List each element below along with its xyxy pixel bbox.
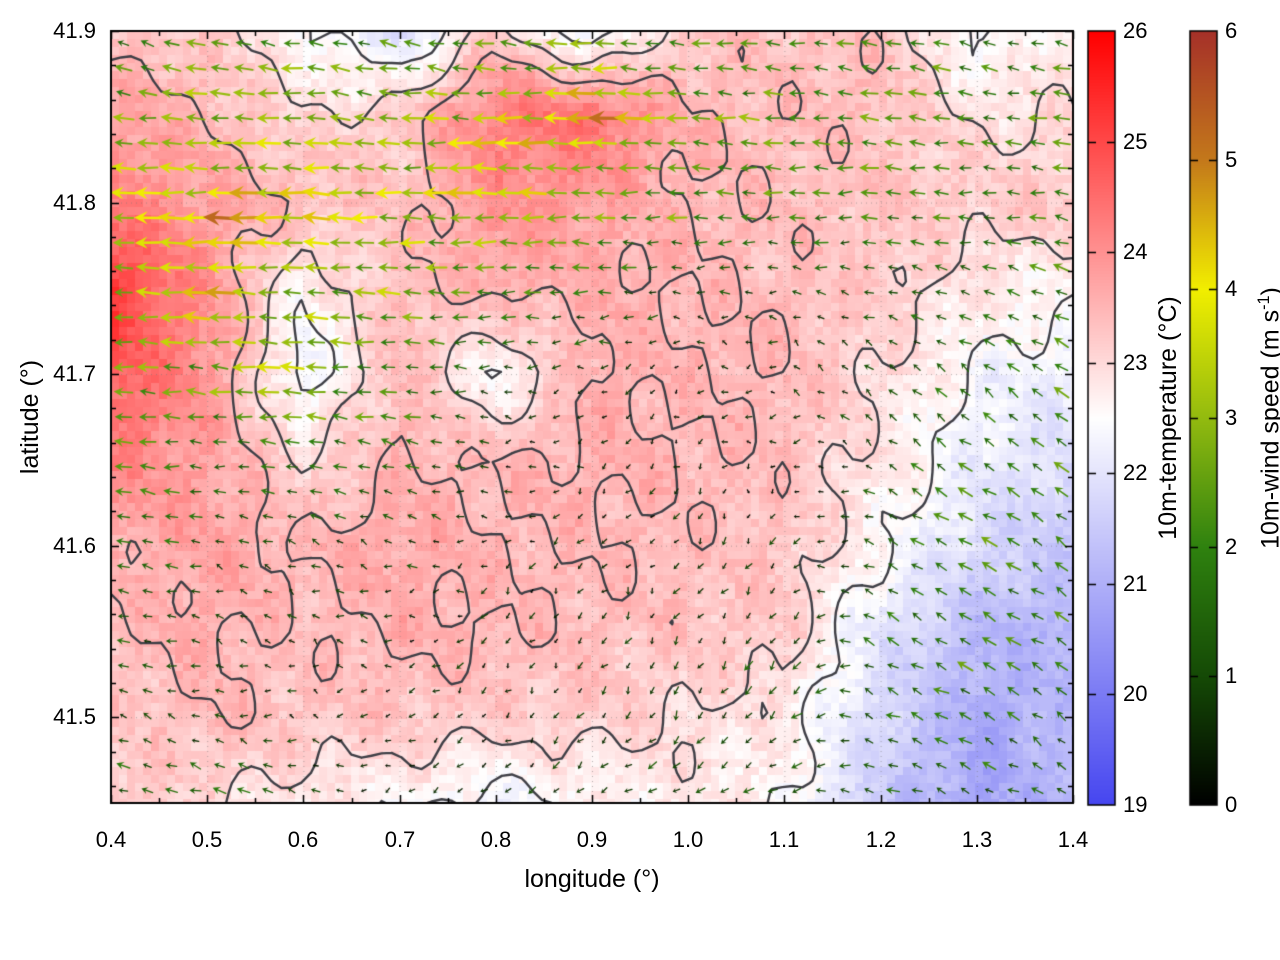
temperature-colorbar-tick-label: 26 — [1123, 18, 1148, 43]
x-tick-label: 1.1 — [768, 827, 800, 852]
x-tick-label: 0.8 — [480, 827, 512, 852]
temperature-colorbar-tick-label: 21 — [1123, 571, 1148, 596]
temperature-colorbar-tick-label: 20 — [1123, 681, 1148, 706]
y-tick-label: 41.6 — [53, 533, 96, 558]
x-tick-label: 1.2 — [865, 827, 897, 852]
windspeed-colorbar-tick-label: 3 — [1225, 405, 1238, 430]
y-tick-label: 41.8 — [53, 190, 96, 215]
windspeed-colorbar-tick-label: 1 — [1225, 663, 1238, 688]
x-tick-label: 0.4 — [95, 827, 127, 852]
x-tick-label: 0.6 — [287, 827, 319, 852]
x-tick-label: 1.3 — [961, 827, 993, 852]
y-tick-label: 41.9 — [53, 18, 96, 43]
x-axis-title: longitude (°) — [524, 865, 660, 893]
x-tick-label: 1.4 — [1057, 827, 1089, 852]
temperature-colorbar-tick-label: 19 — [1123, 792, 1148, 817]
windspeed-colorbar-tick-label: 4 — [1225, 276, 1238, 301]
temperature-colorbar-tick-label: 24 — [1123, 239, 1148, 264]
windspeed-colorbar-tick-label: 2 — [1225, 534, 1238, 559]
temperature-colorbar-tick-label: 23 — [1123, 350, 1148, 375]
y-tick-label: 41.7 — [53, 361, 96, 386]
temperature-colorbar-tick-label: 22 — [1123, 460, 1148, 485]
windspeed-colorbar-tick-label: 6 — [1225, 18, 1238, 43]
temperature-colorbar-tick-label: 25 — [1123, 129, 1148, 154]
temperature-colorbar-title: 10m-temperature (°C) — [1154, 296, 1182, 540]
x-tick-label: 0.7 — [384, 827, 416, 852]
x-tick-label: 0.5 — [191, 827, 223, 852]
x-tick-label: 0.9 — [576, 827, 608, 852]
y-tick-label: 41.5 — [53, 704, 96, 729]
x-tick-label: 1.0 — [672, 827, 704, 852]
windspeed-colorbar-tick-label: 5 — [1225, 147, 1238, 172]
windspeed-colorbar-tick-label: 0 — [1225, 792, 1238, 817]
